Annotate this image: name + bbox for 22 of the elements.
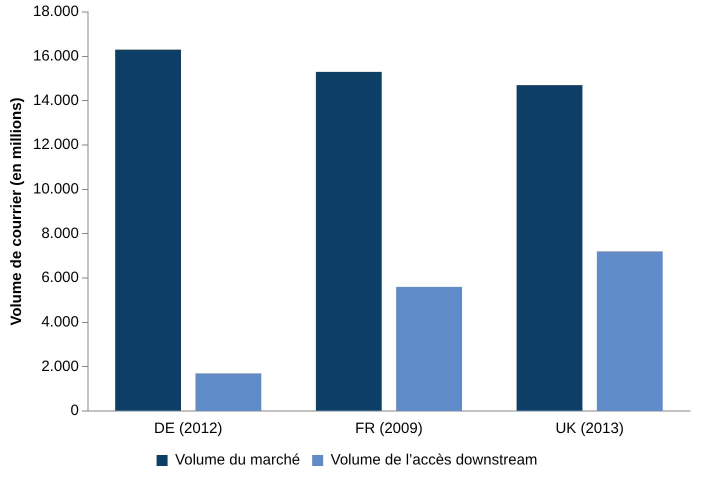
legend-label: Volume du marché [175,452,300,469]
y-tick-label: 16.000 [32,47,79,64]
x-tick-label: UK (2013) [555,420,624,438]
bar [195,373,262,410]
x-tick-label: DE (2012) [154,420,222,438]
x-tick-label: FR (2009) [355,420,423,438]
y-axis-title: Volume de courrier (en millions) [8,97,26,326]
bar [115,50,182,410]
bar [316,72,382,410]
y-tick-label: 0 [70,402,79,420]
legend-label: Volume de l’accès downstream [330,452,538,469]
y-tick-label: 8.000 [41,224,79,242]
y-tick-label: 4.000 [41,313,79,330]
y-tick-label: 2.000 [41,358,79,375]
y-tick-label: 10.000 [32,180,79,198]
y-tick-label: 14.000 [32,92,79,109]
bar [516,85,582,410]
bar [396,286,462,410]
y-tick-label: 12.000 [32,136,79,154]
y-tick-label: 6.000 [41,269,79,286]
y-tick-label: 18.000 [32,3,79,20]
bar [596,251,663,410]
